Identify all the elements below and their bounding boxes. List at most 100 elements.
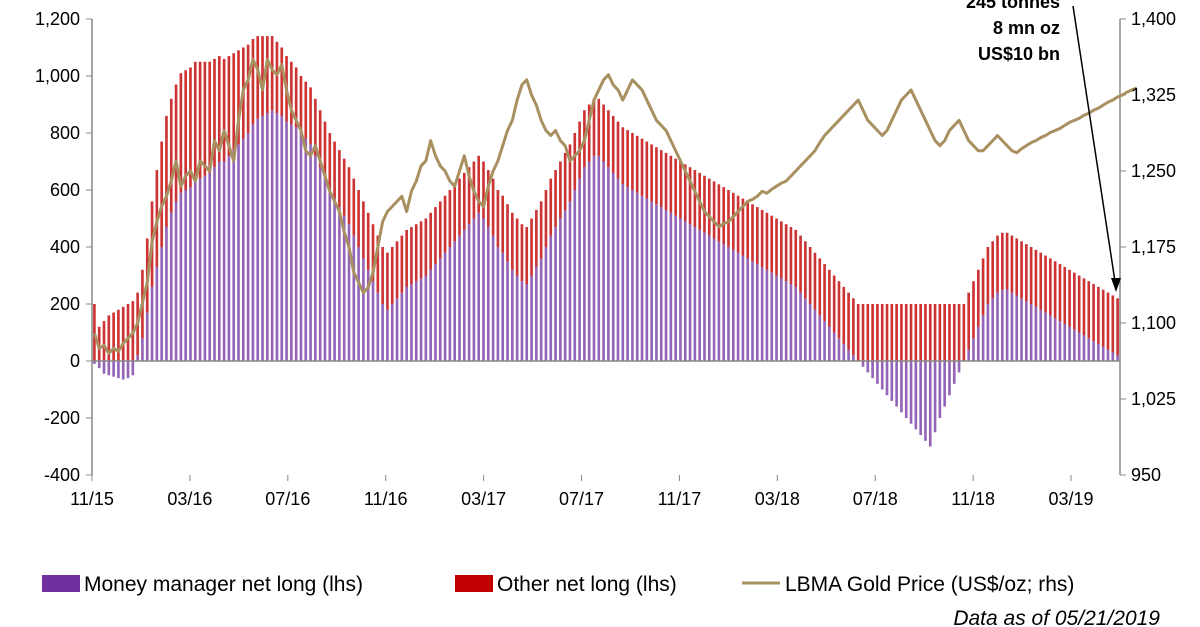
money-manager-bar (1000, 289, 1004, 362)
other-net-long-bar (438, 201, 442, 259)
other-net-long-bar (775, 218, 778, 276)
other-net-long-bar (722, 187, 726, 245)
money-manager-bar (1010, 292, 1014, 362)
other-net-long-bar (251, 38, 255, 125)
money-manager-bar (251, 124, 255, 362)
other-net-long-bar (1097, 286, 1100, 344)
money-manager-bar (621, 184, 625, 362)
money-manager-bar (539, 258, 543, 362)
other-net-long-bar (117, 309, 120, 362)
other-net-long-bar (813, 252, 817, 310)
money-manager-bar (616, 178, 620, 362)
other-net-long-bar (1044, 255, 1047, 313)
money-manager-bar (506, 261, 509, 362)
other-net-long-bar (631, 133, 634, 191)
other-net-long-bar (520, 224, 524, 282)
other-net-long-bar (755, 207, 759, 265)
other-net-long-bar (362, 201, 365, 259)
left-tick-label: 800 (50, 123, 80, 143)
money-manager-bar (294, 127, 298, 362)
annotation-line-3: US$10 bn (978, 44, 1060, 64)
money-manager-bar (885, 361, 889, 396)
money-manager-bar (1106, 349, 1110, 362)
money-manager-bar (635, 192, 639, 362)
other-net-long-bar (299, 76, 303, 134)
money-manager-bar (352, 235, 356, 362)
other-net-long-bar (386, 252, 389, 310)
other-net-long-bar (991, 241, 995, 299)
other-net-long-bar (621, 127, 625, 185)
money-manager-bar (145, 312, 149, 362)
other-net-long-bar (568, 144, 572, 202)
money-manager-bar (731, 249, 735, 362)
other-net-long-bar (395, 241, 399, 299)
money-manager-bar (1049, 315, 1052, 362)
money-manager-bar (679, 218, 682, 362)
other-net-long-bar (424, 218, 428, 276)
other-net-long-bar (885, 304, 889, 362)
other-net-long-bar (765, 212, 769, 270)
money-manager-bar (491, 235, 495, 362)
other-net-long-bar (1068, 269, 1071, 327)
other-net-long-bar (266, 36, 269, 114)
money-manager-bar (386, 309, 389, 362)
other-net-long-bar (770, 215, 774, 273)
other-net-long-bar (794, 229, 798, 287)
other-net-long-bar (333, 141, 336, 199)
other-net-long-bar (217, 56, 221, 162)
money-manager-bar (1111, 352, 1115, 362)
other-net-long-bar (856, 304, 860, 362)
other-net-long-bar (751, 204, 754, 262)
x-tick-label: 07/16 (265, 489, 310, 509)
right-tick-label: 950 (1131, 465, 1161, 485)
left-tick-label: 1,000 (35, 66, 80, 86)
x-tick-label: 03/17 (461, 489, 506, 509)
money-manager-bar (981, 315, 985, 362)
other-net-long-bar (189, 67, 192, 188)
x-tick-label: 11/17 (658, 489, 702, 509)
other-net-long-bar (198, 61, 202, 179)
other-net-long-bar (126, 304, 130, 362)
other-net-long-bar (981, 258, 985, 316)
other-net-long-bar (852, 298, 855, 356)
other-net-long-bar (1039, 252, 1043, 310)
left-tick-label: -400 (44, 465, 80, 485)
other-net-long-bar (390, 247, 394, 305)
other-net-long-bar (837, 281, 841, 339)
other-net-long-bar (405, 229, 408, 287)
money-manager-bar (357, 247, 360, 362)
other-net-long-bar (1034, 249, 1038, 307)
money-manager-bar (655, 204, 658, 362)
money-manager-bar (890, 361, 894, 401)
other-net-long-bar (818, 258, 822, 316)
money-manager-bar (909, 361, 913, 424)
money-manager-bar (525, 284, 529, 362)
money-manager-bar (256, 118, 260, 362)
other-net-long-bar (717, 184, 721, 242)
other-net-long-bar (165, 115, 168, 228)
legend-swatch-money-manager (42, 575, 80, 592)
other-net-long-bar (232, 53, 236, 151)
other-net-long-bar (511, 212, 514, 270)
money-manager-bar (511, 269, 514, 362)
money-manager-bar (266, 113, 269, 362)
money-manager-bar (131, 361, 135, 376)
money-manager-bars (93, 110, 1119, 447)
other-net-long-bar (496, 190, 500, 248)
money-manager-bar (986, 304, 990, 362)
money-manager-bar (179, 192, 183, 362)
other-net-long-bar (227, 56, 231, 156)
other-net-long-bar (683, 164, 687, 222)
left-tick-label: 600 (50, 180, 80, 200)
money-manager-bar (770, 272, 774, 362)
money-manager-bar (323, 178, 327, 362)
money-manager-bar (722, 244, 726, 362)
annotation-line-1: 245 tonnes (966, 0, 1060, 12)
other-net-long-bar (890, 304, 894, 362)
money-manager-bar (501, 252, 505, 362)
other-net-long-bar (587, 104, 591, 162)
money-manager-bar (1053, 318, 1057, 362)
money-manager-bar (174, 201, 178, 362)
money-manager-bar (900, 361, 903, 413)
